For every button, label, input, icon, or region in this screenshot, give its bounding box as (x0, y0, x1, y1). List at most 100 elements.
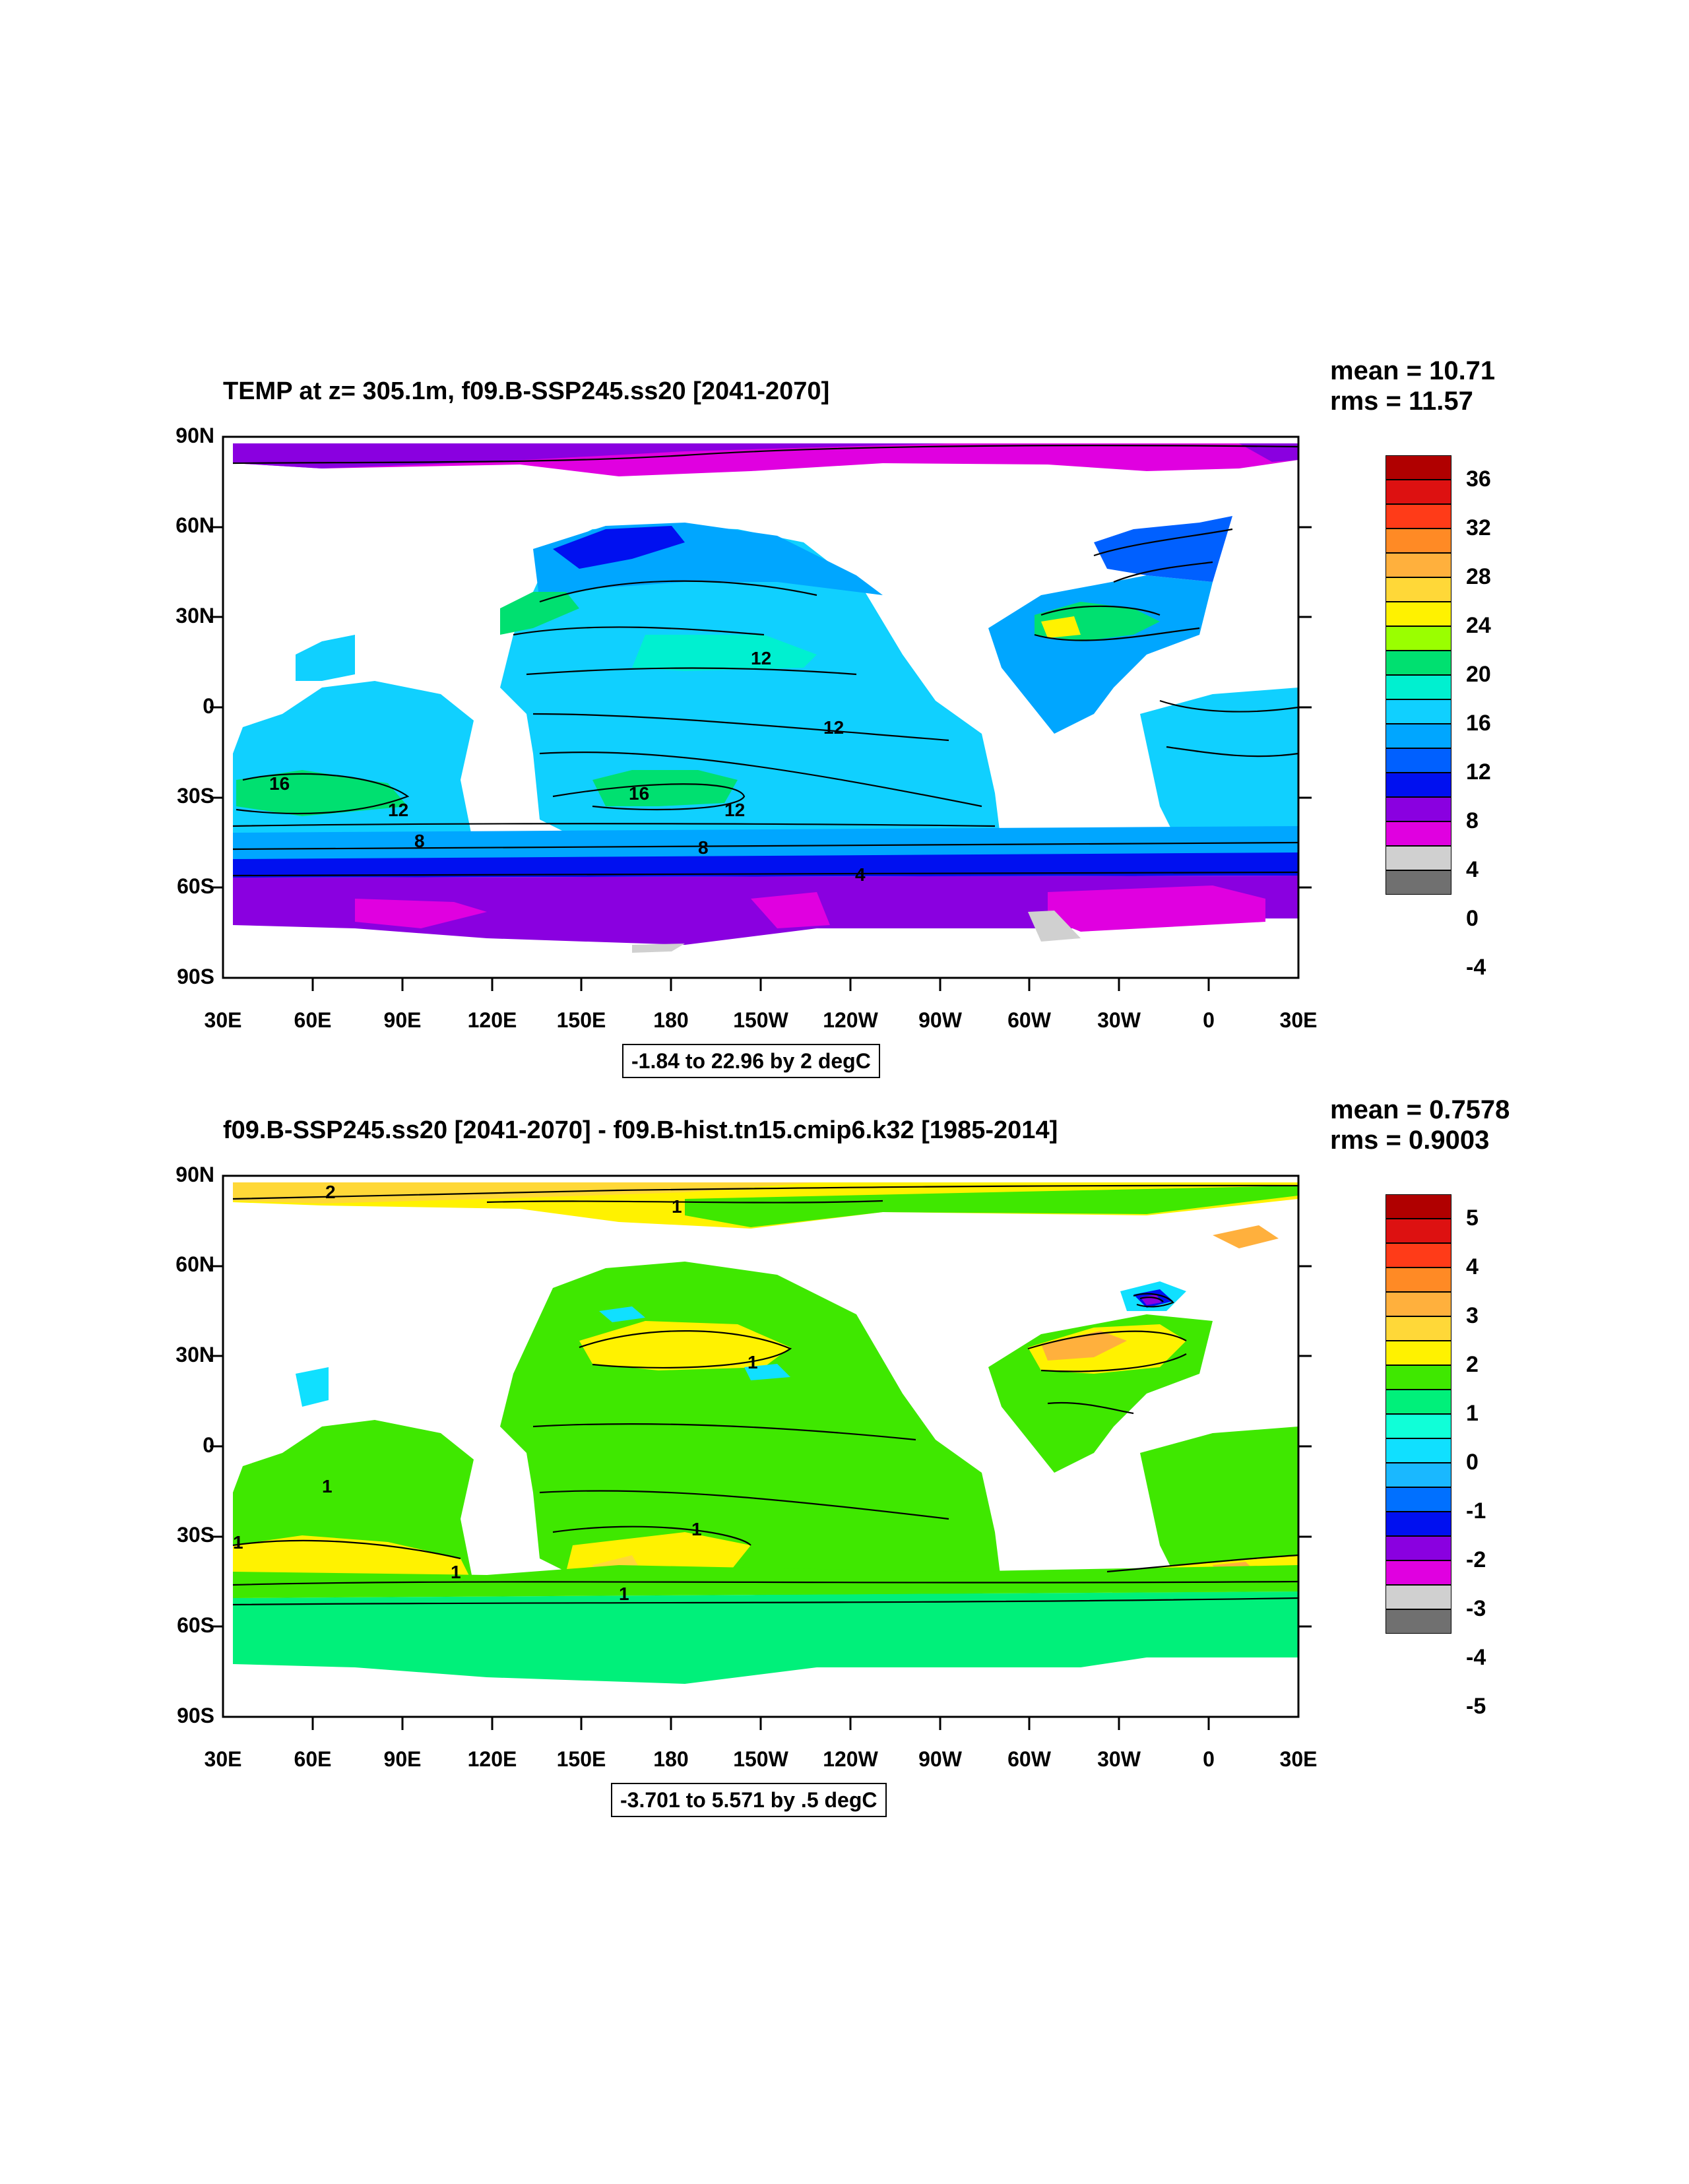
colorbar-swatch (1386, 1536, 1451, 1560)
colorbar-swatch (1386, 480, 1451, 504)
colorbar-swatch (1386, 626, 1451, 651)
antarctic-shelf-2 (751, 892, 830, 928)
lat-label: 90S (177, 1704, 214, 1727)
colorbar-swatch (1386, 1585, 1451, 1609)
contour-labels: 2 1 1 1 1 1 1 1 (233, 1182, 758, 1604)
colorbar-swatch (1386, 846, 1451, 870)
lon-label: 30W (1097, 1008, 1141, 1032)
lon-label: 30E (1279, 1008, 1318, 1032)
lon-label: 30E (1279, 1747, 1318, 1771)
lon-label: 90W (918, 1747, 962, 1771)
contour-label: 12 (724, 800, 745, 820)
lon-label: 120E (467, 1008, 517, 1032)
colorbar-label: 0 (1466, 1450, 1479, 1475)
map-canvas: 2 1 1 1 1 1 1 1 (210, 1174, 1312, 1730)
contour-label: 12 (823, 717, 844, 738)
lon-label: 30E (204, 1008, 242, 1032)
colorbar-label: 8 (1466, 808, 1479, 833)
colorbar-swatch (1386, 1487, 1451, 1512)
panel-temperature: TEMP at z= 305.1m, f09.B-SSP245.ss20 [20… (0, 356, 1689, 1095)
lat-label: 60S (177, 1613, 214, 1637)
colorbar-swatch (1386, 748, 1451, 773)
lat-label: 90S (177, 965, 214, 988)
colorbar-label: 16 (1466, 711, 1491, 736)
mean-value: mean = 0.7578 (1330, 1095, 1510, 1124)
contour-label: 8 (698, 837, 709, 858)
axis-ticks (210, 526, 1312, 991)
colorbar-swatch (1386, 553, 1451, 577)
lon-label: 150W (733, 1008, 788, 1032)
colorbar-swatch (1386, 1316, 1451, 1341)
colorbar-swatch (1386, 1243, 1451, 1268)
arabian-sea-cool (296, 1367, 329, 1407)
lat-label: 60N (175, 1252, 214, 1276)
colorbar-label: -5 (1466, 1694, 1486, 1719)
lat-label: 90N (175, 424, 214, 447)
lon-label: 60E (294, 1008, 332, 1032)
colorbar-swatch (1386, 821, 1451, 846)
arctic-water-east (1239, 443, 1298, 462)
contour-label: 8 (414, 831, 425, 851)
colorbar-label: 28 (1466, 564, 1491, 589)
colorbar-swatch (1386, 1268, 1451, 1292)
north-pacific-cold (553, 526, 685, 569)
colorbar-swatch (1386, 1560, 1451, 1585)
colorbar-swatch (1386, 1512, 1451, 1536)
contour-label: 2 (325, 1182, 336, 1202)
contour-label: 1 (691, 1519, 702, 1539)
north-pacific-cool (599, 1306, 645, 1322)
lon-label: 0 (1203, 1747, 1215, 1771)
lat-label: 60S (177, 874, 214, 898)
colorbar-swatch (1386, 455, 1451, 480)
lat-label: 30N (175, 604, 214, 627)
colorbar-swatch (1386, 675, 1451, 699)
colorbar-label: 3 (1466, 1303, 1479, 1328)
colorbar-swatch (1386, 724, 1451, 748)
southern-ocean-band-8 (233, 826, 1298, 859)
pacific-mid-band (632, 635, 817, 671)
difference-map: 2 1 1 1 1 1 1 1 (210, 1174, 1312, 1730)
contour-label: 1 (451, 1562, 461, 1582)
colorbar-swatch (1386, 1341, 1451, 1365)
colorbar-swatch (1386, 699, 1451, 724)
colorbar-swatch (1386, 1609, 1451, 1634)
gulf-stream-hot (1041, 616, 1081, 638)
colorbar-label: -1 (1466, 1498, 1486, 1524)
colorbar-label: 1 (1466, 1401, 1479, 1426)
lon-label: 90W (918, 1008, 962, 1032)
plot-title: f09.B-SSP245.ss20 [2041-2070] - f09.B-hi… (223, 1116, 1058, 1144)
arabian-sea (296, 635, 355, 681)
contour-label: 1 (322, 1476, 333, 1496)
contour-label: 4 (855, 864, 866, 885)
lat-label: 30N (175, 1343, 214, 1366)
lon-label: 0 (1203, 1008, 1215, 1032)
south-atlantic (1140, 1427, 1298, 1585)
lon-label: 180 (653, 1008, 689, 1032)
lon-label: 30E (204, 1747, 242, 1771)
colorbar-label: 12 (1466, 759, 1491, 785)
lon-label: 150E (556, 1747, 606, 1771)
lon-label: 120E (467, 1747, 517, 1771)
southern-ocean (233, 1591, 1298, 1684)
lat-label: 0 (203, 694, 214, 718)
mean-value: mean = 10.71 (1330, 356, 1496, 385)
colorbar-label: 4 (1466, 857, 1479, 882)
plot-title: TEMP at z= 305.1m, f09.B-SSP245.ss20 [20… (223, 377, 830, 405)
lat-label: 30S (177, 784, 214, 808)
rms-value: rms = 0.9003 (1330, 1126, 1490, 1155)
contour-label: 16 (269, 773, 290, 794)
contour-range-label: -1.84 to 22.96 by 2 degC (622, 1044, 880, 1078)
colorbar-swatch (1386, 602, 1451, 626)
colorbar-swatch (1386, 504, 1451, 529)
colorbar-label: -2 (1466, 1547, 1486, 1572)
colorbar-swatch (1386, 1292, 1451, 1316)
colorbar-label: 24 (1466, 613, 1491, 638)
lon-label: 180 (653, 1747, 689, 1771)
colorbar-swatch (1386, 1219, 1451, 1243)
colorbar-swatch (1386, 797, 1451, 821)
lon-label: 60W (1007, 1747, 1051, 1771)
subpolar-atlantic (1094, 516, 1232, 582)
lat-label: 60N (175, 513, 214, 537)
south-pacific-warm (592, 770, 738, 806)
ronne-shelf (1028, 911, 1081, 942)
